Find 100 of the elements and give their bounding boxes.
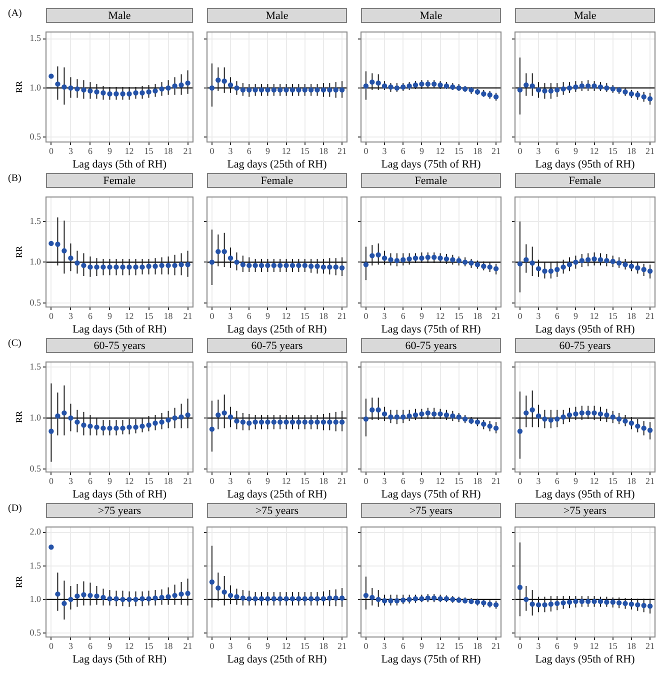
- x-tick-label: 3: [382, 476, 388, 486]
- x-tick-label: 18: [472, 146, 482, 156]
- y-tick-label: 1.0: [30, 594, 42, 604]
- x-tick-label: 21: [338, 476, 347, 486]
- x-tick-label: 9: [107, 640, 112, 651]
- x-tick-label: 9: [265, 640, 270, 651]
- x-tick-label: 15: [454, 640, 464, 651]
- chart-title: >75 years: [361, 503, 501, 518]
- x-tick-label: 9: [419, 476, 424, 486]
- x-tick-label: 9: [107, 476, 112, 486]
- x-tick-label: 21: [492, 146, 501, 156]
- x-axis-title: Lag days (5th of RH): [72, 488, 167, 500]
- text: (C): [8, 338, 22, 349]
- x-tick-label: 3: [536, 476, 542, 486]
- x-tick-label: 15: [144, 476, 154, 486]
- x-tick-label: 21: [183, 310, 192, 321]
- x-tick-label: 12: [436, 146, 445, 156]
- chart-title: Female: [515, 173, 655, 188]
- y-tick-label: 0.5: [30, 131, 42, 142]
- x-tick-label: 18: [472, 640, 482, 651]
- x-tick-label: 9: [573, 310, 578, 321]
- x-tick-label: 18: [318, 310, 328, 321]
- x-tick-label: 0: [48, 146, 54, 156]
- x-tick-label: 9: [573, 476, 578, 486]
- x-tick-label: 12: [282, 640, 291, 651]
- x-tick-label: 3: [228, 310, 234, 321]
- x-tick-label: 9: [419, 640, 424, 651]
- x-tick-label: 6: [246, 640, 252, 651]
- y-tick-label: 1.5: [30, 361, 42, 372]
- x-tick-label: 21: [646, 146, 655, 156]
- x-tick-label: 0: [364, 640, 369, 651]
- x-tick-label: 21: [492, 640, 501, 651]
- x-tick-label: 3: [228, 476, 234, 486]
- chart-title: >75 years: [46, 503, 193, 518]
- x-tick-label: 12: [282, 146, 291, 156]
- x-tick-label: 21: [492, 310, 501, 321]
- x-tick-label: 0: [210, 476, 215, 486]
- y-axis-title: RR: [14, 80, 24, 94]
- y-axis-title: RR: [14, 576, 24, 588]
- x-axis-title: Lag days (75th of RH): [381, 158, 482, 170]
- x-tick-label: 9: [107, 146, 112, 156]
- x-axis-title: Lag days (25th of RH): [227, 488, 328, 500]
- x-tick-label: 3: [68, 476, 74, 486]
- text: (B): [8, 173, 22, 184]
- x-tick-label: 15: [454, 476, 464, 486]
- chart-title: 60-75 years: [515, 338, 655, 353]
- x-tick-label: 0: [364, 310, 369, 321]
- x-tick-label: 9: [573, 640, 578, 651]
- x-tick-label: 21: [646, 310, 655, 321]
- x-tick-label: 0: [518, 476, 523, 486]
- x-tick-label: 6: [246, 146, 252, 156]
- x-tick-label: 6: [88, 310, 93, 321]
- x-tick-label: 18: [472, 476, 482, 486]
- x-tick-label: 18: [626, 476, 636, 486]
- y-tick-label: 0.5: [30, 297, 42, 308]
- x-tick-label: 18: [626, 146, 636, 156]
- y-axis-title: RR: [14, 410, 24, 424]
- x-tick-label: 3: [382, 640, 388, 651]
- chart-title: Female: [46, 173, 193, 188]
- x-tick-label: 12: [282, 310, 291, 321]
- x-tick-label: 3: [68, 640, 74, 651]
- x-tick-label: 12: [590, 476, 599, 486]
- x-tick-label: 9: [265, 310, 270, 321]
- x-axis-title: Lag days (25th of RH): [227, 323, 328, 336]
- chart-title: Female: [361, 173, 501, 188]
- x-tick-label: 21: [183, 146, 192, 156]
- x-tick-label: 6: [554, 310, 560, 321]
- y-tick-label: 1.5: [30, 33, 42, 44]
- y-tick-label: 1.5: [30, 560, 42, 570]
- x-axis-title: Lag days (75th of RH): [381, 653, 482, 666]
- x-tick-label: 0: [364, 476, 369, 486]
- x-tick-label: 6: [554, 146, 560, 156]
- x-tick-label: 15: [608, 310, 618, 321]
- x-tick-label: 12: [124, 310, 134, 321]
- x-tick-label: 18: [626, 640, 636, 651]
- x-tick-label: 15: [300, 476, 310, 486]
- x-tick-label: 15: [608, 640, 618, 651]
- y-axis-title: RR: [14, 246, 24, 258]
- x-tick-label: 12: [590, 310, 599, 321]
- x-tick-label: 3: [382, 146, 388, 156]
- x-tick-label: 0: [210, 640, 215, 651]
- x-tick-label: 18: [472, 310, 482, 321]
- x-tick-label: 12: [124, 640, 134, 651]
- x-tick-label: 15: [454, 146, 464, 156]
- x-tick-label: 6: [246, 310, 252, 321]
- text: (D): [8, 503, 22, 514]
- text: (A): [8, 8, 22, 19]
- chart-title: >75 years: [207, 503, 347, 518]
- x-tick-label: 3: [228, 640, 234, 651]
- x-tick-label: 0: [48, 310, 54, 321]
- y-tick-label: 0.5: [30, 463, 42, 474]
- x-tick-label: 3: [536, 146, 542, 156]
- x-axis-title: Lag days (25th of RH): [227, 653, 328, 666]
- chart-title: Male: [515, 8, 655, 23]
- x-tick-label: 0: [48, 476, 54, 486]
- x-tick-label: 6: [554, 476, 560, 486]
- x-axis-title: Lag days (5th of RH): [72, 323, 167, 336]
- x-tick-label: 9: [573, 146, 578, 156]
- x-axis-title: Lag days (75th of RH): [381, 488, 482, 500]
- x-tick-label: 12: [124, 476, 134, 486]
